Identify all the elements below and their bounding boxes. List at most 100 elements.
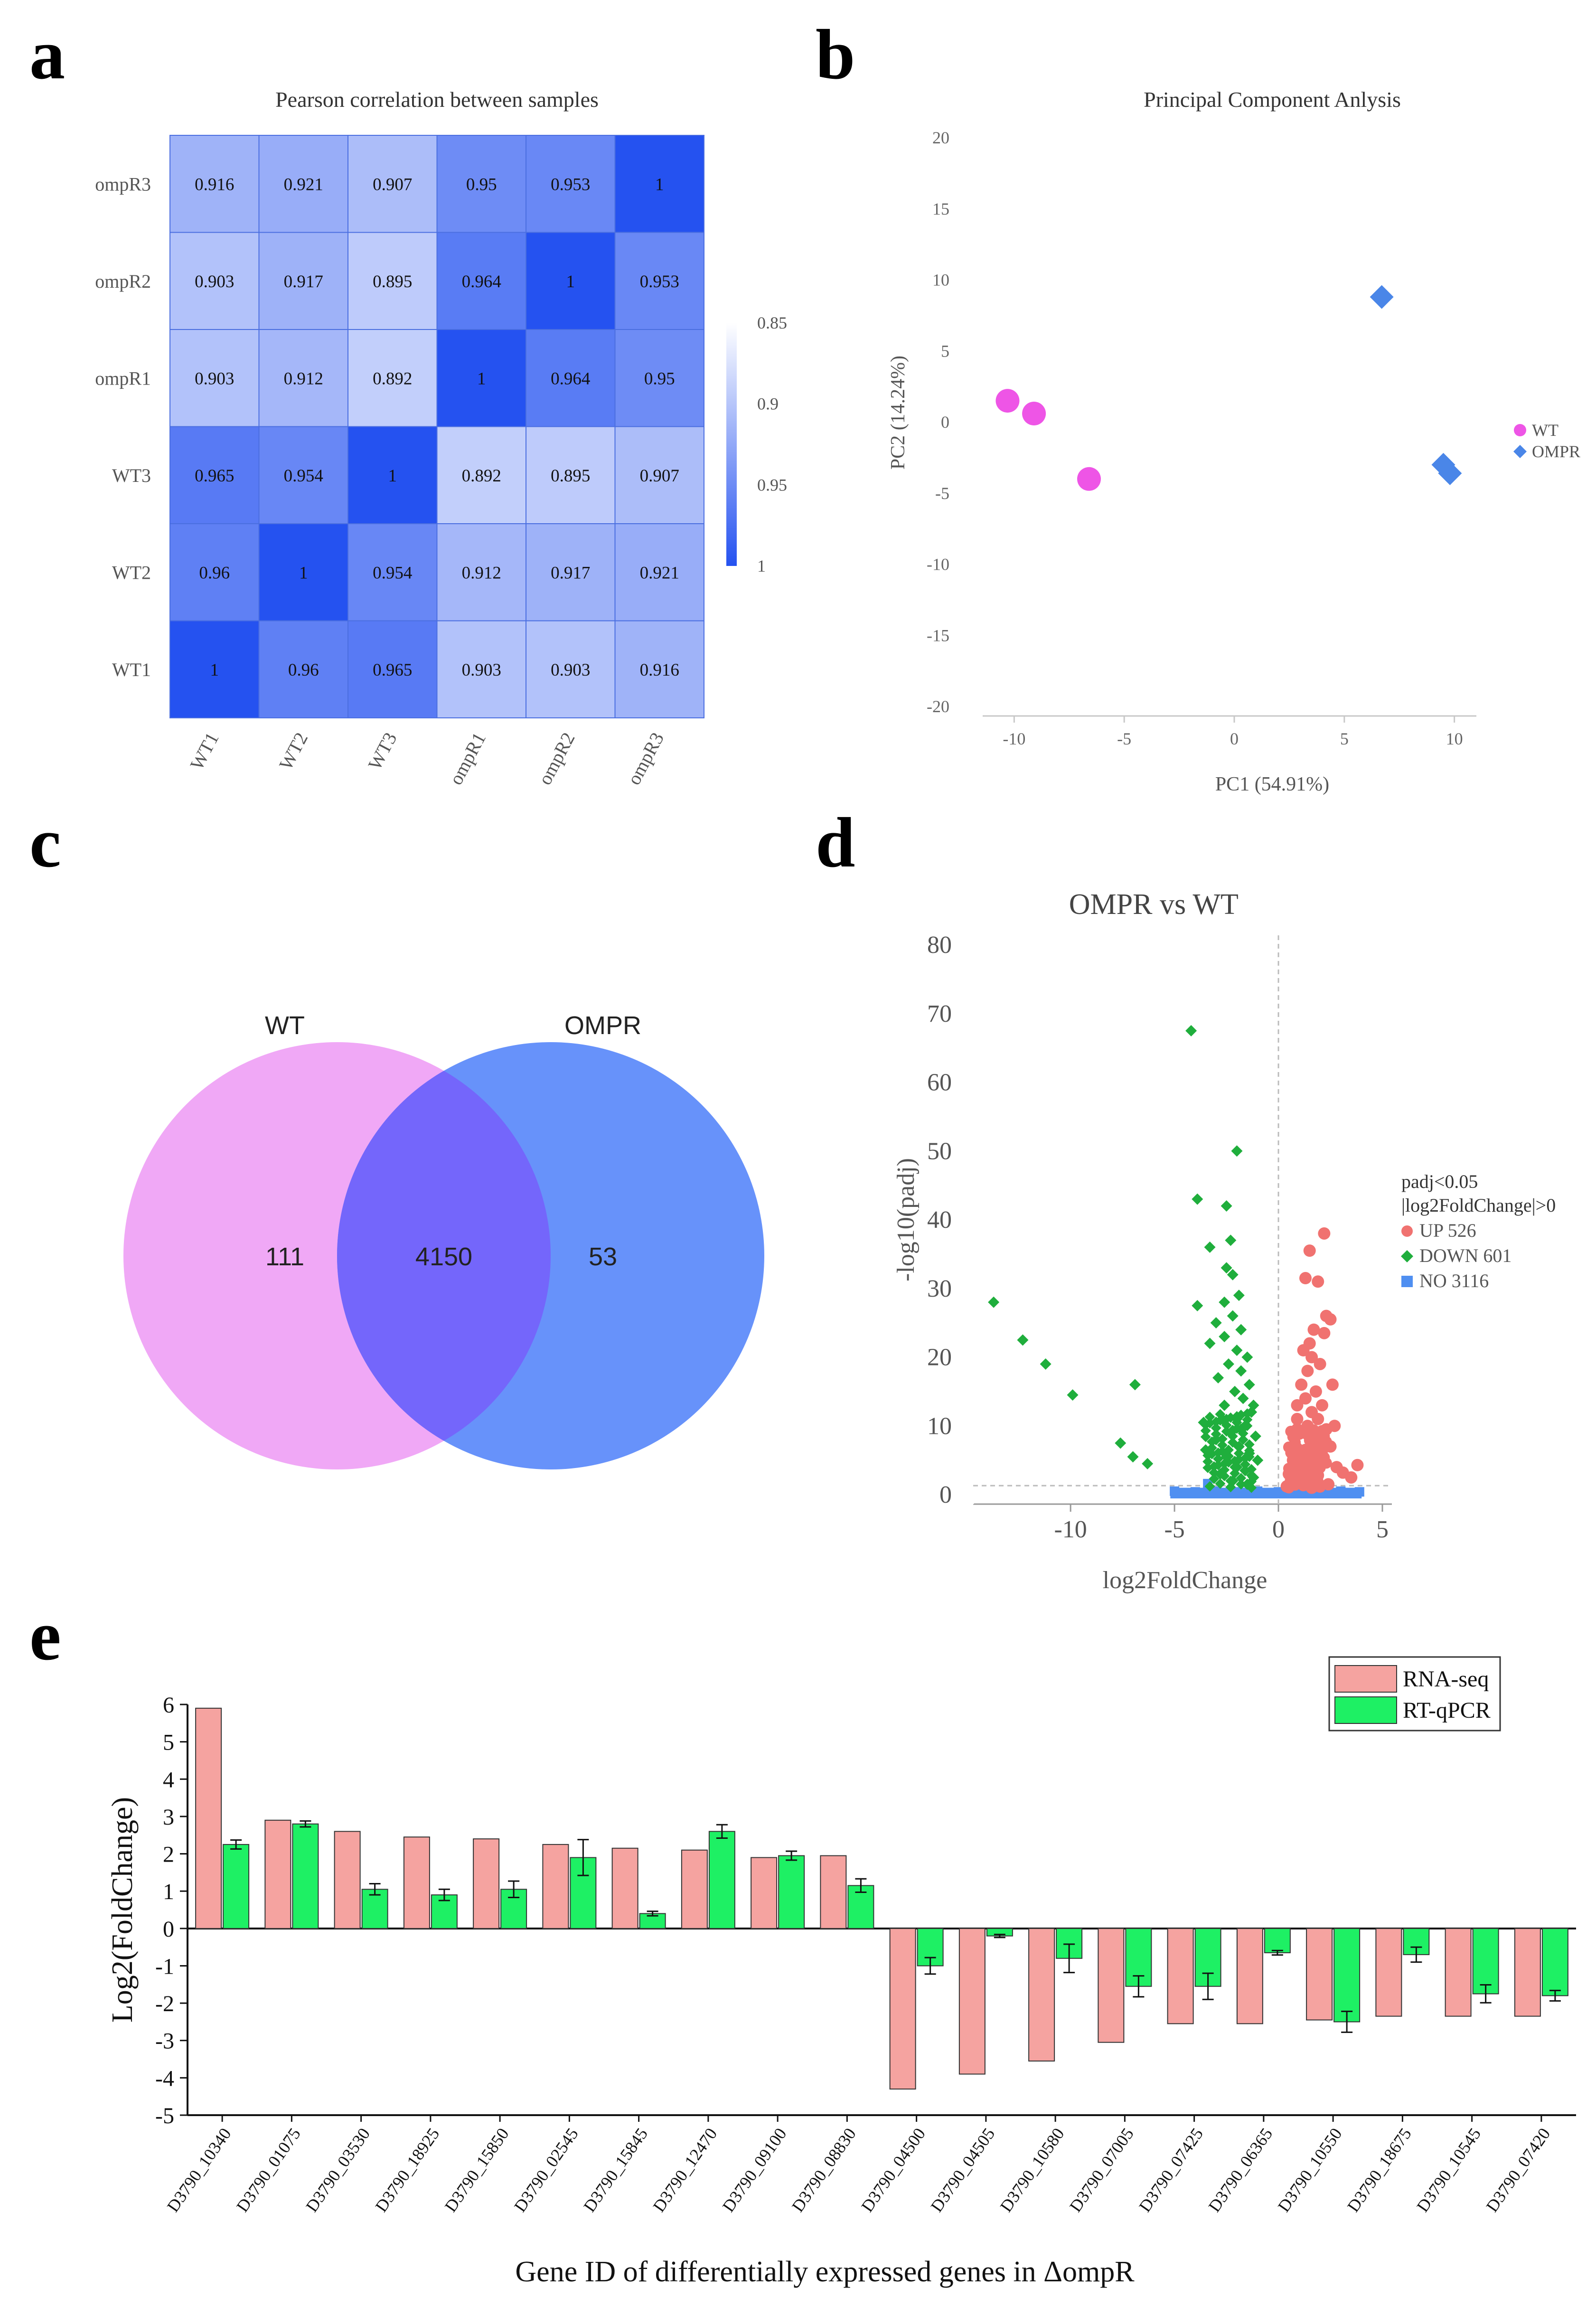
heatmap-cell-value: 0.907 <box>640 466 679 486</box>
volcano-point-no <box>1170 1486 1180 1496</box>
bar-y-tick-label: -4 <box>155 2066 174 2091</box>
volcano-point-down <box>1219 1399 1230 1411</box>
heatmap-cell-value: 0.96 <box>288 660 319 680</box>
volcano-title: OMPR vs WT <box>1069 888 1239 921</box>
volcano-y-tick-label: 40 <box>927 1206 952 1233</box>
heatmap-cell-value: 0.965 <box>373 660 412 680</box>
volcano-point-down <box>1192 1193 1203 1205</box>
volcano-point-down <box>1244 1451 1255 1462</box>
volcano-point-no <box>1211 1486 1221 1496</box>
panel-label-a: a <box>29 15 65 94</box>
volcano-point-down <box>1231 1411 1242 1422</box>
bar-rtqpcr <box>361 1889 388 1929</box>
volcano-point-up <box>1295 1378 1308 1391</box>
colorbar-tick-label: 0.9 <box>757 395 779 414</box>
volcano-point-down <box>1204 1337 1216 1349</box>
heatmap-cell <box>169 232 260 330</box>
pca-y-tick-label: 20 <box>932 128 949 147</box>
panel-label-d: d <box>816 803 855 882</box>
volcano-point-down <box>1241 1351 1253 1363</box>
volcano-y-tick-label: 30 <box>927 1275 952 1302</box>
volcano-point-down <box>1210 1317 1222 1329</box>
bar-y-tick-label: 4 <box>163 1767 174 1792</box>
heatmap-cell-value: 0.96 <box>199 563 230 583</box>
bar-category-label: D3790_10340 <box>163 2125 235 2216</box>
bar-rnaseq <box>889 1928 916 2090</box>
volcano-point-down <box>1067 1389 1079 1401</box>
volcano-point-down <box>1219 1470 1230 1481</box>
heatmap-title: Pearson correlation between samples <box>275 87 599 112</box>
pca-y-label: PC2 (14.24%) <box>887 356 909 470</box>
volcano-point-down <box>1127 1451 1139 1463</box>
bar-y-tick-label: 5 <box>163 1730 174 1755</box>
volcano-point-up <box>1291 1399 1304 1412</box>
volcano-point-down <box>1220 1200 1232 1212</box>
heatmap-cell <box>258 232 348 330</box>
volcano-point-down <box>1213 1447 1224 1458</box>
volcano-point-up <box>1306 1480 1318 1492</box>
volcano-point-down <box>1246 1482 1257 1493</box>
pca-point-ompr <box>1370 285 1394 309</box>
fold-change-bar-chart: 6 5 4 3 2 1 0 -1 -2 -3 -4 -5 Log2(FoldChange) D3790_1… <box>106 1656 1576 2288</box>
bar-x-label: Gene ID of differentially expressed gene… <box>515 2256 1135 2288</box>
bar-legend-label: RT-qPCR <box>1403 1698 1491 1723</box>
volcano-point-down <box>988 1296 1000 1308</box>
volcano-point-no <box>1274 1487 1284 1497</box>
volcano-point-up <box>1293 1428 1305 1440</box>
volcano-x-tick-label: 0 <box>1272 1516 1285 1543</box>
bar-legend-label: RNA-seq <box>1403 1666 1489 1692</box>
bar-rnaseq <box>611 1847 638 1929</box>
bar-category-label: D3790_15850 <box>441 2125 513 2216</box>
volcano-legend-marker <box>1401 1225 1413 1237</box>
heatmap-col-label: ompR3 <box>623 729 668 788</box>
heatmap-cell-value: 0.903 <box>195 369 234 388</box>
bar-category-label: D3790_02545 <box>510 2125 582 2216</box>
pca-y-tick-label: -15 <box>927 626 949 645</box>
heatmap-cell <box>526 329 616 427</box>
volcano-point-up <box>1301 1365 1314 1377</box>
volcano-point-up <box>1314 1357 1326 1370</box>
volcano-y-tick-label: 0 <box>939 1481 952 1508</box>
volcano-point-down <box>1225 1482 1236 1493</box>
volcano-point-down <box>1129 1379 1141 1391</box>
volcano-point-down <box>1200 1431 1211 1442</box>
heatmap-cell-value: 0.895 <box>373 272 412 292</box>
volcano-point-down <box>1249 1430 1261 1442</box>
volcano-point-down <box>1227 1431 1238 1441</box>
heatmap-cell-value: 0.903 <box>551 660 590 680</box>
venn-set-label-wt: WT <box>265 1011 305 1040</box>
heatmap-cell-value: 1 <box>388 466 397 486</box>
heatmap-cell-value: 0.892 <box>373 369 412 388</box>
heatmap-cell <box>347 232 438 330</box>
bar-category-label: D3790_08830 <box>788 2125 860 2216</box>
heatmap-cell <box>258 426 348 524</box>
volcano-point-down <box>1238 1422 1249 1433</box>
volcano-point-up <box>1328 1420 1341 1432</box>
volcano-point-down <box>1248 1399 1259 1411</box>
volcano-point-down <box>1239 1453 1250 1464</box>
bar-rnaseq <box>334 1831 361 1929</box>
heatmap-cell-value: 0.903 <box>462 660 501 680</box>
volcano-point-down <box>1202 1450 1213 1461</box>
heatmap-cell-value: 0.964 <box>462 272 501 292</box>
heatmap-cell-value: 0.892 <box>462 466 501 486</box>
heatmap-cell <box>258 620 348 718</box>
pca-legend-marker <box>1513 445 1527 458</box>
volcano-point-up <box>1297 1344 1310 1357</box>
heatmap-cell <box>347 523 438 621</box>
pca-x-tick-label: 0 <box>1230 729 1239 748</box>
bar-rnaseq <box>542 1844 569 1929</box>
volcano-point-down <box>1223 1450 1234 1461</box>
volcano-point-up <box>1351 1459 1364 1471</box>
volcano-point-down <box>1231 1417 1242 1428</box>
bar-rtqpcr <box>1333 1928 1361 2023</box>
pca-y-tick-label: 15 <box>932 199 949 218</box>
volcano-point-up <box>1312 1412 1324 1425</box>
volcano-y-tick-label: 10 <box>927 1412 952 1440</box>
heatmap-col-label: ompR1 <box>445 729 490 788</box>
heatmap-cell-value: 0.907 <box>373 175 412 194</box>
bar-rnaseq <box>1514 1928 1541 2017</box>
heatmap-cell-value: 0.953 <box>551 175 590 194</box>
volcano-point-down <box>1244 1439 1255 1450</box>
heatmap-row-label: ompR1 <box>95 367 151 389</box>
